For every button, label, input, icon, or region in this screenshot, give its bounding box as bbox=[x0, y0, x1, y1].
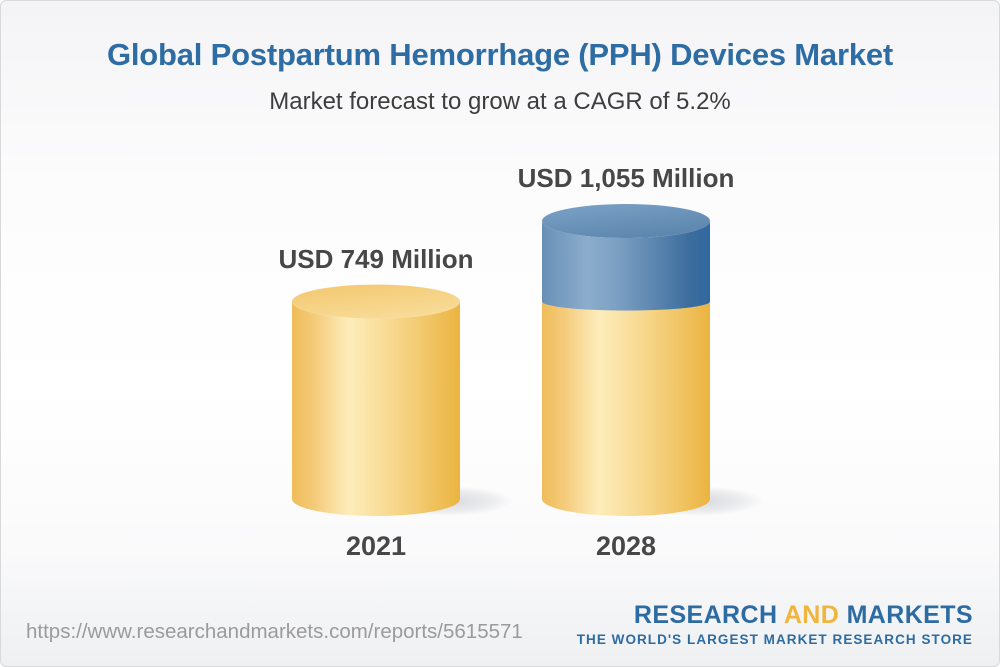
cylinder-2028-gold-segment bbox=[542, 301, 710, 516]
bar-year-label: 2021 bbox=[345, 531, 407, 561]
bar-year-label: 2028 bbox=[595, 531, 657, 561]
logo-wordmark: RESEARCH AND MARKETS bbox=[577, 603, 973, 628]
page-subtitle: Market forecast to grow at a CAGR of 5.2… bbox=[269, 88, 731, 115]
page-title: Global Postpartum Hemorrhage (PPH) Devic… bbox=[106, 37, 894, 72]
report-url: https://www.researchandmarkets.com/repor… bbox=[26, 620, 523, 643]
bar-value-label: USD 749 Million bbox=[278, 243, 474, 274]
logo-word-research: RESEARCH bbox=[633, 601, 778, 629]
logo-word-and: AND bbox=[783, 601, 840, 629]
logo-tagline: THE WORLD'S LARGEST MARKET RESEARCH STOR… bbox=[576, 632, 973, 647]
cylinder-2028-top-face bbox=[542, 204, 710, 238]
bar-value-label: USD 1,055 Million bbox=[517, 163, 735, 193]
logo-word-markets: MARKETS bbox=[846, 601, 973, 629]
research-and-markets-logo: RESEARCH AND MARKETS THE WORLD'S LARGEST… bbox=[577, 603, 973, 647]
cylinder-2021-top-face bbox=[292, 284, 460, 319]
cylinder-2021-gold-segment bbox=[292, 301, 460, 516]
cylinder-2028-blue-segment bbox=[542, 221, 710, 311]
